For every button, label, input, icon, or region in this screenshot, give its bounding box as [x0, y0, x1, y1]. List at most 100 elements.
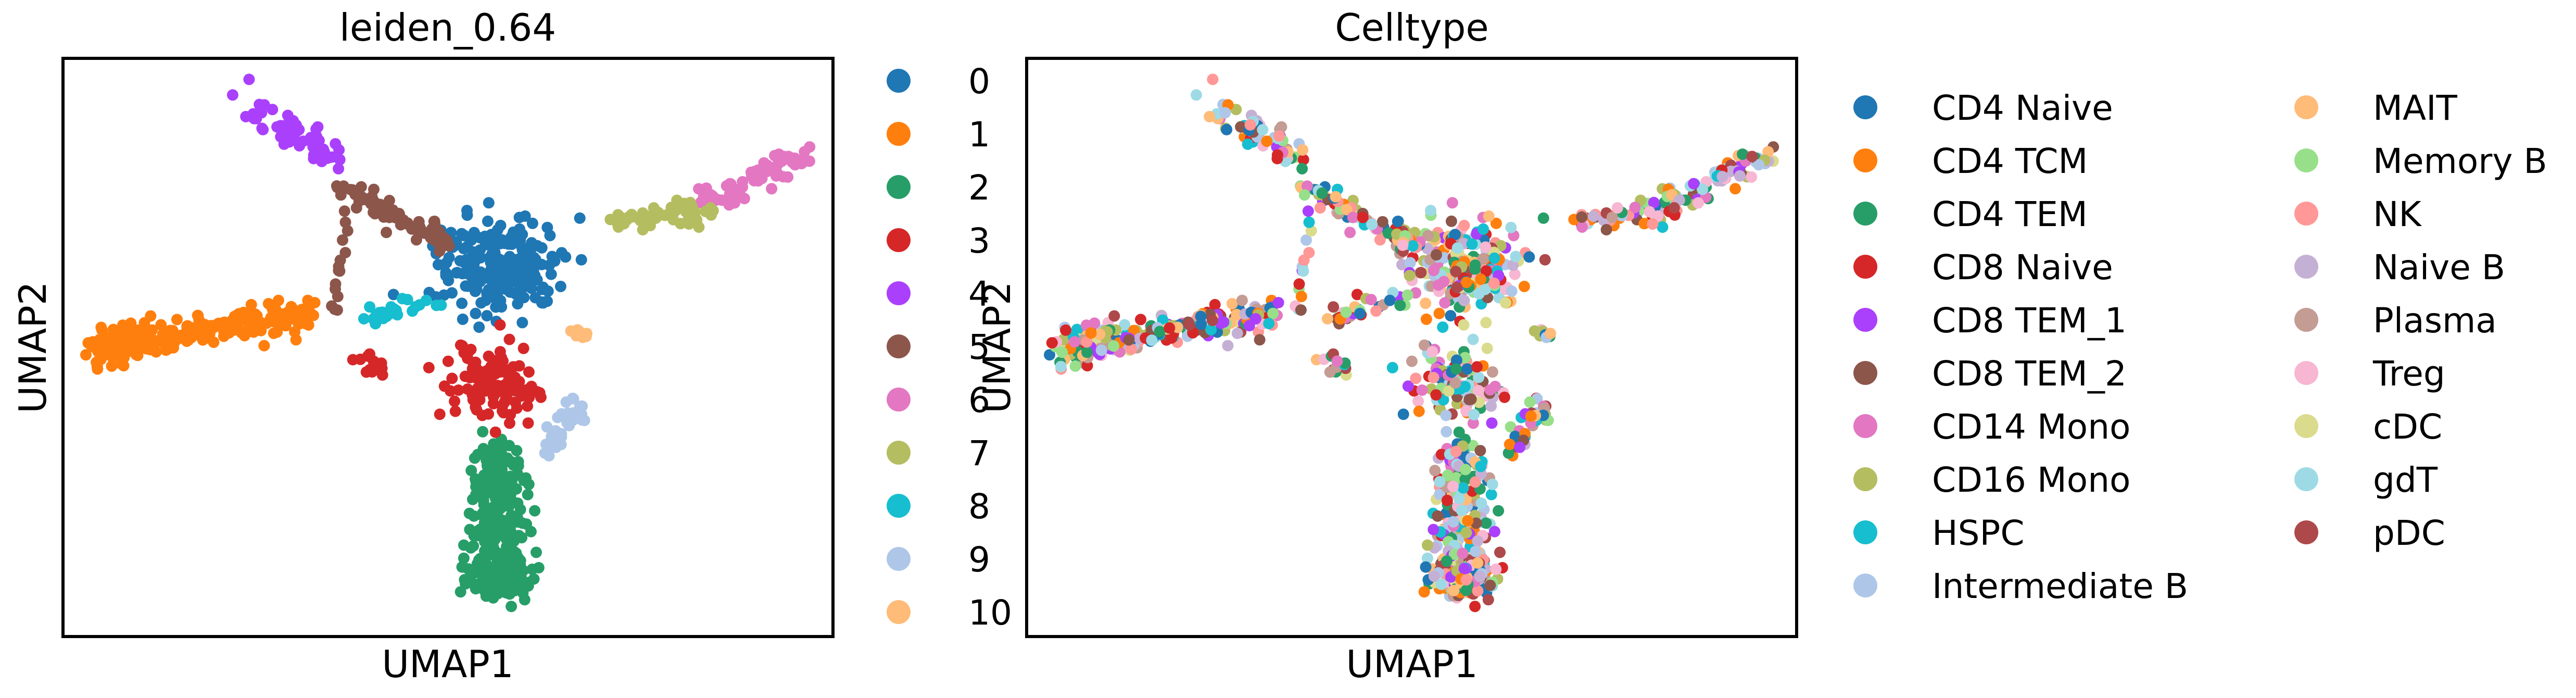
scatter-point [1461, 363, 1473, 375]
legend-marker [1853, 520, 1877, 544]
scatter-point [1321, 313, 1333, 325]
legend-marker [2294, 255, 2318, 279]
scatter-point [1469, 476, 1481, 488]
scatter-point [502, 238, 514, 250]
y-axis-label: UMAP2 [975, 281, 1019, 413]
scatter-point [258, 340, 270, 352]
scatter-point [541, 421, 553, 433]
scatter-point [1480, 265, 1492, 277]
scatter-point [1357, 211, 1369, 223]
scatter-point [733, 183, 745, 195]
scatter-point [542, 285, 554, 297]
scatter-point [1505, 421, 1517, 433]
scatter-point [1300, 234, 1312, 246]
legend-label: CD4 Naive [1932, 88, 2113, 128]
scatter-point [1221, 123, 1233, 135]
scatter-point [1493, 505, 1505, 517]
legend-marker [1853, 361, 1877, 385]
scatter-point [257, 123, 269, 135]
scatter-point [1471, 361, 1483, 373]
legend-marker [887, 69, 911, 93]
legend-marker [2294, 95, 2318, 119]
scatter-point [1469, 263, 1481, 275]
legend-marker [1853, 202, 1877, 226]
scatter-point [132, 344, 144, 356]
scatter-point [612, 211, 624, 223]
legend-label: 4 [968, 274, 990, 314]
scatter-point [106, 360, 118, 372]
scatter-point [503, 417, 515, 429]
scatter-point [1737, 148, 1749, 160]
legend-marker [887, 175, 911, 199]
scatter-point [1164, 322, 1176, 334]
scatter-point [1484, 384, 1496, 396]
scatter-point [512, 497, 524, 509]
scatter-point [526, 217, 538, 229]
scatter-point [504, 409, 516, 421]
scatter-point [338, 205, 350, 217]
scatter-point [1407, 240, 1419, 252]
scatter-point [1365, 294, 1377, 306]
legend-label: 3 [968, 221, 990, 261]
scatter-point [304, 307, 315, 319]
scatter-point [1195, 310, 1207, 322]
scatter-point [1434, 476, 1446, 488]
scatter-point [96, 324, 108, 336]
scatter-point [333, 144, 345, 156]
scatter-point [503, 333, 515, 345]
legend-marker [1853, 148, 1877, 172]
scatter-point [486, 377, 498, 389]
scatter-point [508, 361, 519, 373]
scatter-point [423, 362, 435, 373]
scatter-point [1442, 469, 1454, 481]
scatter-point [470, 307, 482, 319]
scatter-point [766, 183, 778, 195]
scatter-point [1475, 497, 1487, 509]
scatter-point [1472, 557, 1484, 569]
legend-marker [887, 494, 911, 518]
scatter-point [350, 202, 362, 214]
legend-label: CD4 TCM [1932, 141, 2088, 181]
scatter-point [242, 324, 253, 335]
scatter-point [1351, 289, 1363, 301]
legend-label: CD8 TEM_1 [1932, 301, 2127, 341]
scatter-point [267, 308, 279, 320]
scatter-point [1460, 277, 1472, 289]
legend: 0 1 2 3 4 5 6 7 8 9 10 [887, 61, 1012, 633]
scatter-point [334, 154, 346, 166]
scatter-point [401, 294, 413, 306]
legend-label: gdT [2373, 460, 2438, 500]
scatter-point [144, 340, 156, 352]
scatter-point [1404, 270, 1416, 281]
scatter-point [1447, 516, 1459, 528]
scatter-point [1154, 326, 1166, 338]
scatter-point [1293, 278, 1305, 290]
scatter-point [560, 396, 572, 408]
scatter-point [483, 197, 495, 209]
scatter-point [1413, 405, 1425, 417]
scatter-point [516, 317, 528, 329]
scatter-point [1458, 319, 1470, 331]
scatter-point [1401, 289, 1413, 301]
scatter-point [1514, 441, 1525, 453]
x-axis-label: UMAP1 [1346, 642, 1478, 686]
scatter-point [1316, 187, 1328, 199]
scatter-point [516, 265, 528, 277]
scatter-point [1081, 346, 1093, 358]
scatter-point [1450, 354, 1462, 366]
scatter-point [454, 586, 466, 598]
scatter-point [368, 355, 380, 367]
scatter-point [245, 298, 257, 310]
scatter-point [1499, 297, 1511, 309]
scatter-point [82, 337, 94, 349]
scatter-point [1693, 197, 1704, 209]
scatter-point [1480, 241, 1492, 253]
scatter-point [1430, 249, 1442, 261]
scatter-point [1095, 344, 1107, 356]
scatter-point [1450, 363, 1462, 375]
scatter-point [290, 334, 302, 346]
scatter-point [476, 409, 488, 421]
legend-label: Memory B [2373, 141, 2547, 181]
scatter-point [1488, 277, 1500, 289]
scatter-point [511, 273, 523, 285]
